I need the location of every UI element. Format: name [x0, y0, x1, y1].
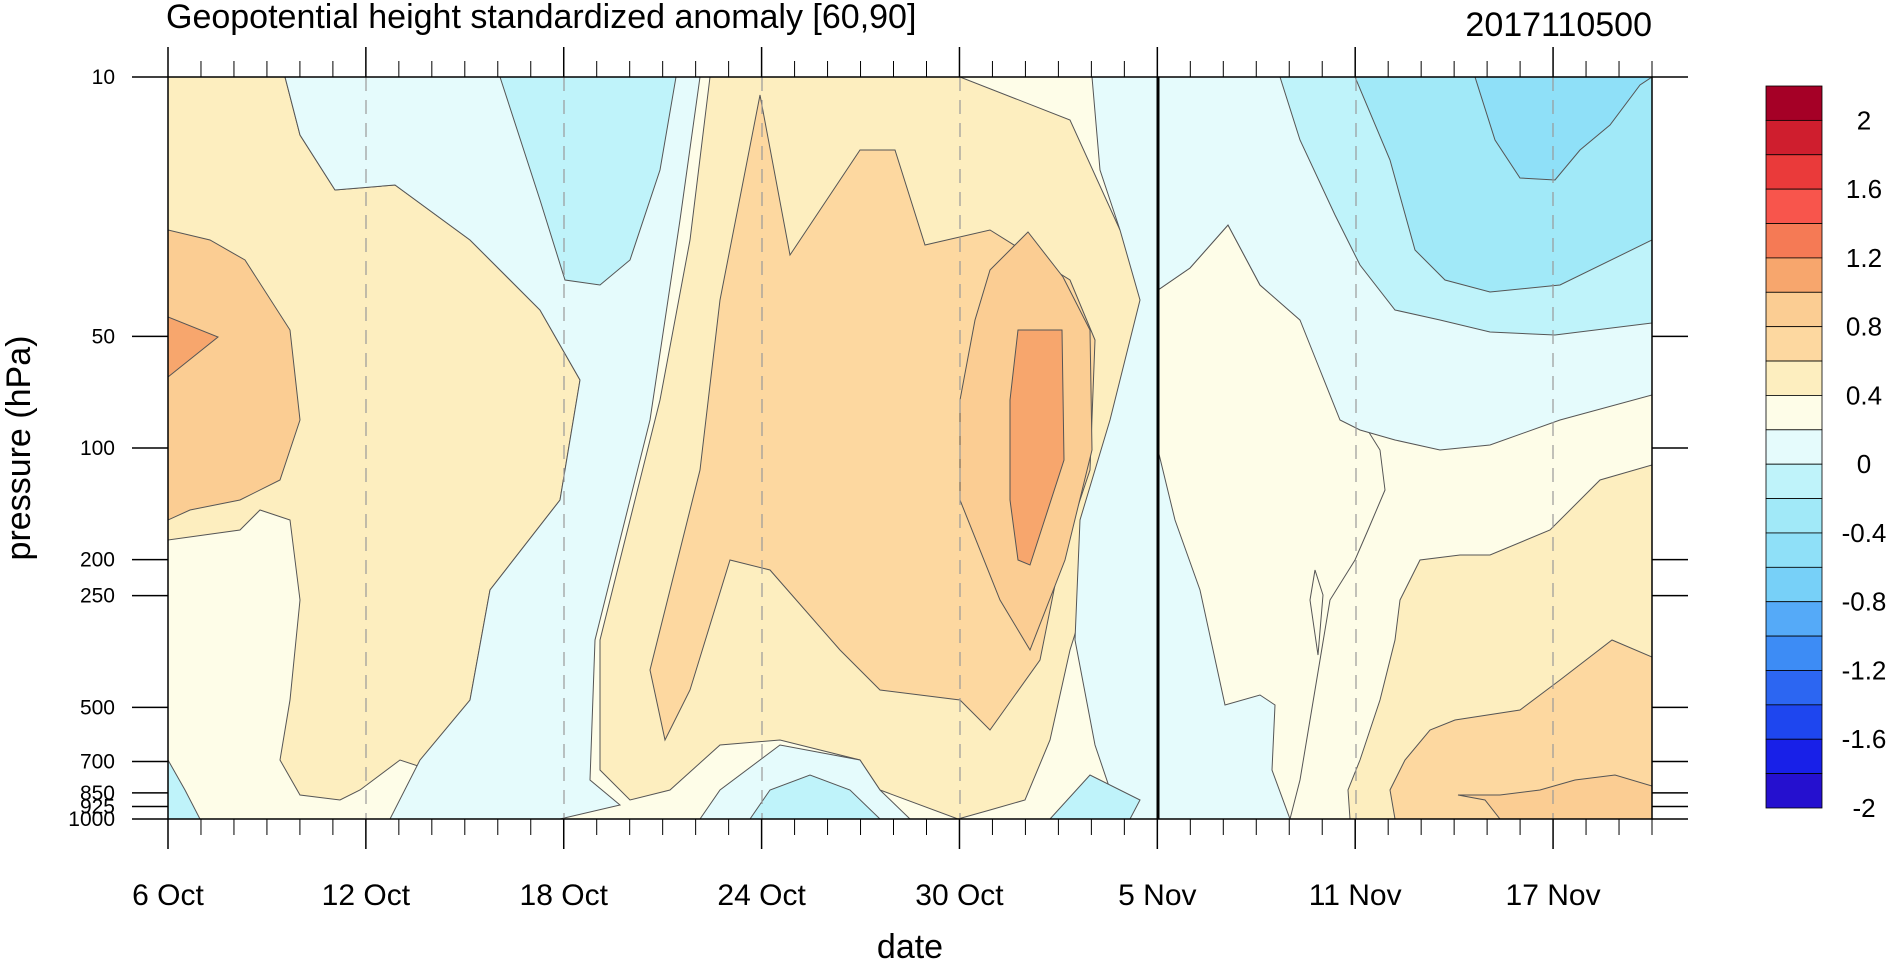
- colorbar-swatch: [1765, 498, 1823, 534]
- x-tick-label: 18 Oct: [520, 879, 609, 912]
- y-tick-label: 50: [92, 325, 115, 348]
- contour-region: [1474, 77, 1652, 181]
- x-gridlines: [365, 77, 1554, 819]
- contour-region: [1049, 774, 1141, 819]
- colorbar-label: -0.8: [1842, 587, 1887, 617]
- y-tick-label: 1000: [68, 808, 115, 831]
- contour-region: [499, 77, 677, 286]
- colorbar-label: -2: [1852, 793, 1875, 823]
- contour-region: [1157, 449, 1291, 819]
- colorbar-label: 0.8: [1846, 312, 1882, 342]
- x-tick-label: 30 Oct: [915, 879, 1004, 912]
- date-stamp-label: 2017110500: [1465, 6, 1652, 44]
- colorbar-label: -1.6: [1842, 724, 1887, 754]
- contour-region: [1309, 569, 1324, 656]
- colorbar: 2 1.6 1.2 0.8 0.4 0 -0.4 -0.8 -1.2 -1.6 -2: [1765, 85, 1887, 823]
- y-tick-label: 500: [80, 696, 115, 719]
- x-axis: 6 Oct 12 Oct 18 Oct 24 Oct 30 Oct 5 Nov 11 Nov…: [132, 47, 1653, 912]
- x-tick-label: 17 Nov: [1506, 879, 1601, 912]
- colorbar-label: 1.6: [1846, 174, 1882, 204]
- colorbar-swatch: [1765, 326, 1823, 362]
- colorbar-label: 0.4: [1846, 380, 1882, 410]
- x-axis-title: date: [877, 928, 943, 963]
- y-tick-label: 250: [80, 585, 115, 608]
- colorbar-swatch: [1765, 360, 1823, 396]
- contour-region: [1009, 329, 1065, 566]
- contour-region: [1457, 774, 1652, 819]
- colorbar-swatch: [1765, 532, 1823, 568]
- colorbar-swatch: [1765, 601, 1823, 637]
- colorbar-label: -0.4: [1842, 518, 1887, 548]
- colorbar-swatch: [1765, 154, 1823, 190]
- x-tick-label: 5 Nov: [1118, 879, 1196, 912]
- colorbar-swatch: [1765, 257, 1823, 293]
- y-tick-label: 200: [80, 549, 115, 572]
- colorbar-label: 1.2: [1846, 243, 1882, 273]
- colorbar-swatch: [1765, 670, 1823, 706]
- colorbar-swatch: [1765, 429, 1823, 465]
- colorbar-label: 2: [1857, 105, 1871, 135]
- x-tick-label: 12 Oct: [322, 879, 411, 912]
- plot-area: [168, 77, 1652, 819]
- x-tick-label: 24 Oct: [717, 879, 806, 912]
- contour-region: [168, 316, 219, 378]
- colorbar-swatch: [1765, 188, 1823, 224]
- y-tick-label: 10: [92, 66, 115, 89]
- y-tick-label: 100: [80, 437, 115, 460]
- colorbar-swatch: [1765, 635, 1823, 671]
- x-tick-label: 6 Oct: [132, 879, 204, 912]
- colorbar-swatch: [1765, 463, 1823, 499]
- y-tick-label: 850: [80, 782, 115, 805]
- colorbar-swatch: [1765, 85, 1823, 121]
- chart-title: Geopotential height standardized anomaly…: [166, 0, 916, 36]
- contour-region: [1389, 639, 1652, 819]
- y-tick-label: 925: [80, 795, 115, 818]
- contour-region: [649, 94, 1096, 742]
- contour-region: [168, 229, 301, 521]
- y-axis-title: pressure (hPa): [0, 336, 38, 561]
- contour-region: [168, 758, 201, 819]
- y-tick-label: 700: [80, 751, 115, 774]
- x-tick-label: 11 Nov: [1309, 879, 1402, 912]
- colorbar-swatch: [1765, 291, 1823, 328]
- contour-region: [749, 774, 881, 819]
- colorbar-swatch: [1765, 119, 1823, 156]
- colorbar-label: -1.2: [1842, 655, 1887, 685]
- colorbar-swatch: [1765, 704, 1823, 740]
- colorbar-label: 0: [1857, 449, 1871, 479]
- colorbar-swatch: [1765, 223, 1823, 259]
- colorbar-swatch: [1765, 738, 1823, 775]
- colorbar-swatch: [1765, 395, 1823, 431]
- colorbar-swatch: [1765, 566, 1823, 603]
- colorbar-swatch: [1765, 773, 1823, 809]
